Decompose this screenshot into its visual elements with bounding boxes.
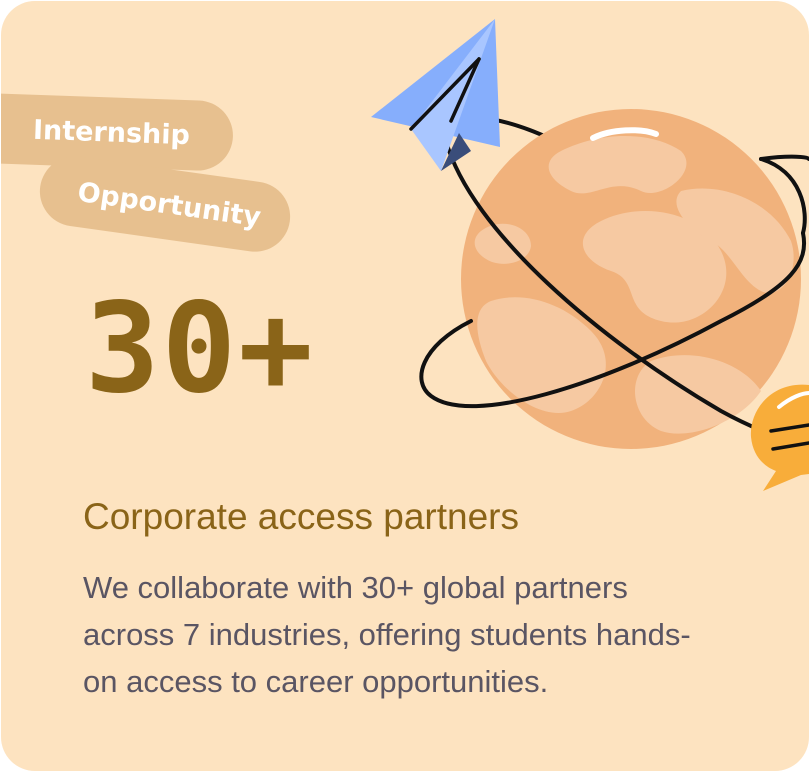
card-subtitle: Corporate access partners [83,496,519,537]
tag-opportunity-label: Opportunity [75,176,263,233]
globe-icon [461,109,801,449]
card-description: We collaborate with 30+ global partners … [83,570,691,699]
stat-value: 30+ [85,277,315,421]
paper-plane-icon [371,19,500,171]
chat-bubble-icon [750,384,809,491]
tag-internship-label: Internship [32,114,191,151]
tag-internship: Internship [1,92,235,172]
